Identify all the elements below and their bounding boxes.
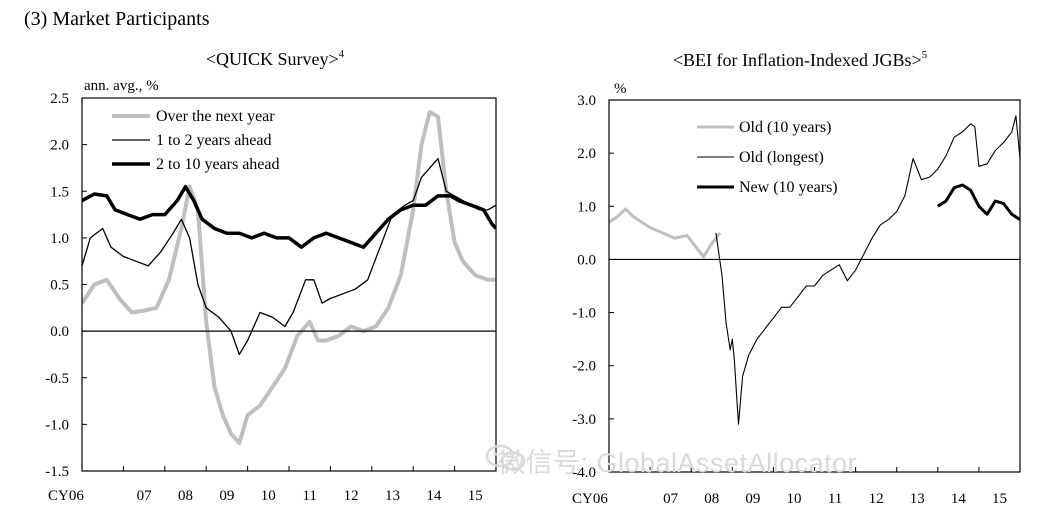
y-tick-label: -0.5 xyxy=(45,371,69,387)
x-tick-label: 15 xyxy=(468,488,483,504)
y-tick-label: 1.5 xyxy=(50,184,69,200)
legend-label: 1 to 2 years ahead xyxy=(156,132,272,149)
y-tick-label: 0.5 xyxy=(50,278,69,294)
chart-1: <QUICK Survey>4 ann. avg., % 2.5 2.0 1.5 1.0 0… xyxy=(45,48,497,504)
x-tick-label: 09 xyxy=(219,488,234,504)
y-tick-label: 0.0 xyxy=(577,252,596,268)
series-line-2-to-10-years-ahead xyxy=(82,184,496,249)
x-tick-label: 15 xyxy=(992,491,1007,507)
chart-2: <BEI for Inflation-Indexed JGBs>5% 3.0 2.0… xyxy=(572,49,1021,507)
legend-label: Old (longest) xyxy=(739,149,824,166)
x-tick-label: 08 xyxy=(178,488,193,504)
y-tick-label: 2.0 xyxy=(577,146,596,162)
y-tick-label: -4.0 xyxy=(572,465,596,481)
series-line-1-to-2-years-ahead xyxy=(82,157,496,356)
x-tick-label: CY06 xyxy=(48,488,84,504)
x-tick-label: 07 xyxy=(663,491,679,507)
chart-title: <QUICK Survey>4 xyxy=(206,48,345,69)
y-axis-label: ann. avg., % xyxy=(84,78,159,94)
chart-title: <BEI for Inflation-Indexed JGBs>5 xyxy=(673,49,928,70)
y-tick-label: 3.0 xyxy=(577,93,596,109)
section-title: (3) Market Participants xyxy=(24,8,210,30)
y-tick-label: 2.5 xyxy=(50,91,69,107)
wechat-logo-icon xyxy=(485,444,526,471)
x-tick-label: 12 xyxy=(869,491,884,507)
series-line-old-longest- xyxy=(715,115,1020,425)
x-tick-label: 10 xyxy=(261,488,276,504)
y-tick-label: -1.5 xyxy=(45,464,69,480)
y-axis-label: % xyxy=(614,81,627,97)
x-tick-label: 13 xyxy=(385,488,400,504)
y-tick-label: -1.0 xyxy=(45,417,69,433)
plot-frame xyxy=(81,97,497,472)
y-tick-label: 0.0 xyxy=(50,324,69,340)
x-tick-label: 10 xyxy=(786,491,801,507)
y-tick-label: -3.0 xyxy=(572,412,596,428)
y-tick-label: 2.0 xyxy=(50,138,69,154)
x-tick-label: 12 xyxy=(344,488,359,504)
y-tick-label: -2.0 xyxy=(572,359,596,375)
series-line-old-10-years- xyxy=(609,207,722,259)
x-tick-label: 07 xyxy=(137,488,153,504)
x-tick-label: 09 xyxy=(745,491,760,507)
legend-label: Old (10 years) xyxy=(739,119,831,136)
x-tick-label: 11 xyxy=(302,488,316,504)
legend-label: Over the next year xyxy=(156,108,275,125)
x-tick-label: 14 xyxy=(426,488,442,504)
x-tick-label: 13 xyxy=(910,491,925,507)
x-tick-label: 14 xyxy=(951,491,967,507)
legend-label: New (10 years) xyxy=(739,179,838,196)
watermark-text: 微信号: GlobalAssetAllocator xyxy=(498,448,858,478)
y-tick-label: 1.0 xyxy=(577,199,596,215)
chart-title-footnote: 4 xyxy=(339,48,345,60)
y-tick-label: -1.0 xyxy=(572,306,596,322)
x-tick-label: 11 xyxy=(828,491,842,507)
x-tick-label: 08 xyxy=(704,491,719,507)
chart-title-footnote: 5 xyxy=(922,49,928,61)
legend-label: 2 to 10 years ahead xyxy=(156,156,280,173)
series-line-new-10-years- xyxy=(936,183,1020,221)
x-tick-label: CY06 xyxy=(572,491,608,507)
series-line-over-the-next-year xyxy=(82,110,496,445)
y-tick-label: 1.0 xyxy=(50,231,69,247)
